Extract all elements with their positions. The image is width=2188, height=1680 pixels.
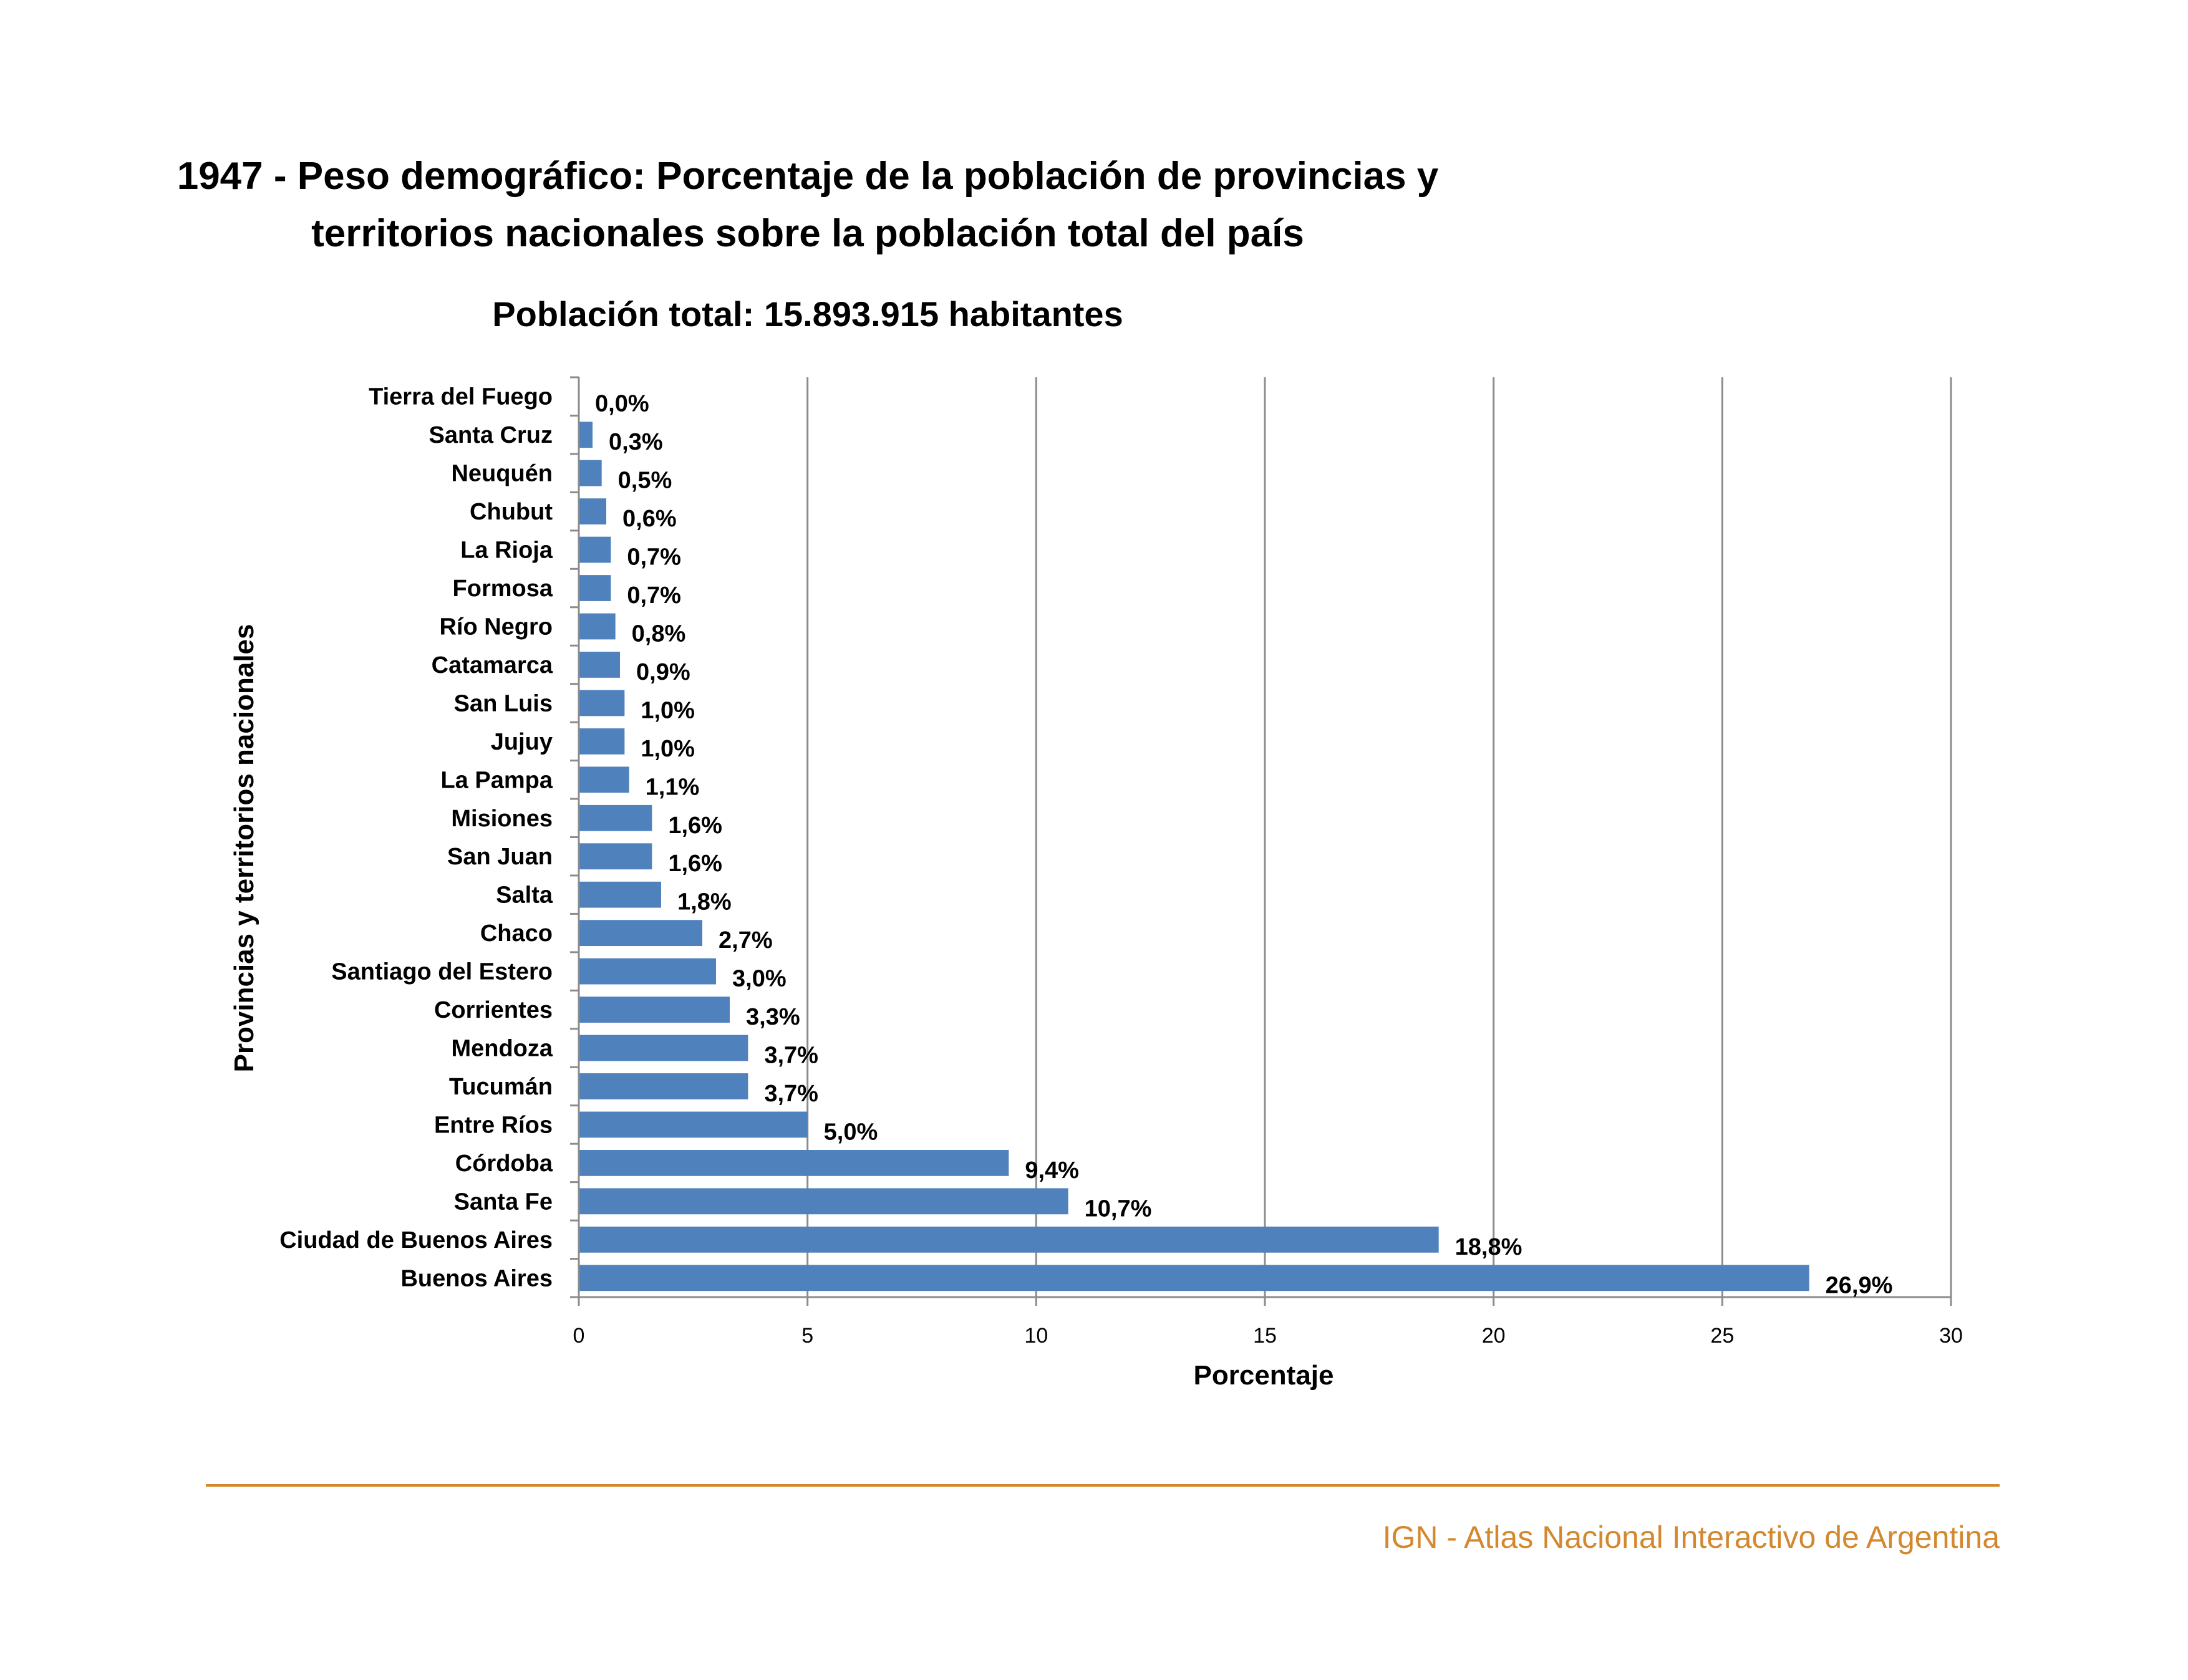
category-label: Corrientes xyxy=(434,997,553,1023)
value-label: 0,8% xyxy=(632,620,686,647)
value-label: 1,8% xyxy=(677,889,732,915)
value-label: 1,0% xyxy=(641,736,695,762)
bar xyxy=(579,1073,748,1099)
category-label: Jujuy xyxy=(491,729,553,755)
category-label: San Luis xyxy=(454,690,553,717)
bar xyxy=(579,728,625,755)
bar xyxy=(579,460,602,486)
bar xyxy=(579,690,625,717)
value-label: 0,7% xyxy=(627,544,681,571)
category-label: Ciudad de Buenos Aires xyxy=(279,1227,553,1253)
bar xyxy=(579,498,606,524)
bar xyxy=(579,1035,748,1061)
category-label: Chubut xyxy=(470,499,553,525)
value-label: 3,3% xyxy=(746,1004,800,1030)
category-label: Salta xyxy=(496,882,553,909)
category-label: Córdoba xyxy=(455,1151,553,1177)
value-label: 10,7% xyxy=(1085,1195,1152,1222)
category-label: Río Negro xyxy=(439,614,553,640)
category-label: Santa Cruz xyxy=(429,422,553,448)
value-label: 0,6% xyxy=(622,506,677,532)
category-label: Santiago del Estero xyxy=(331,959,553,985)
category-label: Neuquén xyxy=(451,461,553,487)
bar xyxy=(579,766,629,793)
category-label: Chaco xyxy=(480,920,553,947)
chart-subtitle: Población total: 15.893.915 habitantes xyxy=(492,294,1123,334)
bar xyxy=(579,1111,808,1138)
value-label: 0,5% xyxy=(618,468,672,494)
category-label: Tierra del Fuego xyxy=(369,384,553,410)
bar xyxy=(579,613,616,640)
category-label: La Rioja xyxy=(460,538,553,564)
category-label: Misiones xyxy=(451,806,553,832)
y-axis-title: Provincias y territorios nacionales xyxy=(229,624,259,1073)
value-label: 1,0% xyxy=(641,697,695,723)
value-label: 1,6% xyxy=(668,813,722,839)
value-label: 1,6% xyxy=(668,851,722,877)
category-label: Buenos Aires xyxy=(400,1265,553,1291)
category-label: Entre Ríos xyxy=(434,1112,553,1138)
category-label: Santa Fe xyxy=(454,1189,553,1215)
tick-labels: 0 5 10 15 20 25 30 xyxy=(573,1324,1963,1348)
bar xyxy=(579,652,620,678)
x-axis-title: Porcentaje xyxy=(1194,1360,1334,1391)
category-label: La Pampa xyxy=(440,767,553,793)
bar xyxy=(579,1265,1809,1291)
gridlines xyxy=(806,377,1952,1297)
chart-title-line1: 1947 - Peso demográfico: Porcentaje de l… xyxy=(177,155,1439,198)
category-label: Formosa xyxy=(453,576,553,602)
bar xyxy=(579,843,652,870)
footer-text: IGN - Atlas Nacional Interactivo de Arge… xyxy=(1383,1520,2000,1555)
value-label: 0,0% xyxy=(595,391,649,417)
category-labels: Tierra del Fuego Santa Cruz Neuquén Chubut L… xyxy=(279,384,553,1292)
category-label: San Juan xyxy=(447,844,553,870)
x-tick-label: 20 xyxy=(1482,1324,1506,1348)
value-label: 3,0% xyxy=(732,966,787,992)
value-label: 1,1% xyxy=(646,774,700,800)
value-label: 3,7% xyxy=(764,1043,818,1069)
bar xyxy=(579,1226,1439,1253)
axes xyxy=(570,376,1952,1306)
bar xyxy=(579,920,702,947)
value-label: 0,7% xyxy=(627,582,681,609)
bar xyxy=(579,881,661,908)
value-label: 0,3% xyxy=(609,429,663,455)
category-label: Mendoza xyxy=(451,1036,553,1062)
x-tick-label: 0 xyxy=(573,1324,585,1348)
value-label: 3,7% xyxy=(764,1081,818,1107)
x-tick-label: 25 xyxy=(1710,1324,1734,1348)
bar xyxy=(579,422,593,448)
value-label: 2,7% xyxy=(719,927,773,953)
chart-title-line2: territorios nacionales sobre la població… xyxy=(311,212,1304,255)
value-labels: 0,0% 0,3% 0,5% 0,6% 0,7% 0,7% 0,8% 0,9% 1,0% 1,0%… xyxy=(595,391,1892,1299)
bar xyxy=(579,997,730,1023)
value-label: 9,4% xyxy=(1025,1157,1079,1184)
category-label: Catamarca xyxy=(432,652,553,678)
bar xyxy=(579,1188,1068,1215)
category-label: Tucumán xyxy=(449,1074,553,1100)
x-tick-label: 30 xyxy=(1939,1324,1963,1348)
x-tick-label: 5 xyxy=(801,1324,813,1348)
bars xyxy=(579,422,1809,1291)
value-label: 26,9% xyxy=(1826,1272,1893,1298)
bar xyxy=(579,575,611,601)
bar xyxy=(579,804,652,831)
value-label: 0,9% xyxy=(636,659,690,685)
bar xyxy=(579,1150,1009,1176)
value-label: 18,8% xyxy=(1455,1234,1522,1260)
x-tick-label: 10 xyxy=(1024,1324,1048,1348)
value-label: 5,0% xyxy=(824,1119,878,1145)
bar xyxy=(579,958,716,985)
x-tick-label: 15 xyxy=(1253,1324,1277,1348)
bar xyxy=(579,536,611,563)
